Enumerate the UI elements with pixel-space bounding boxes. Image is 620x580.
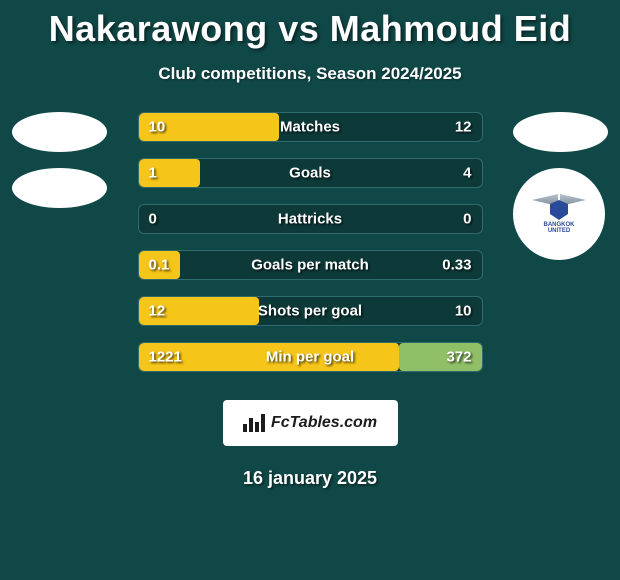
- stat-value-left: 10: [149, 119, 166, 136]
- player-avatar-placeholder: [513, 112, 608, 152]
- stat-label: Goals per match: [251, 257, 369, 274]
- stat-value-right: 12: [455, 119, 472, 136]
- stat-row: 12 Shots per goal 10: [138, 296, 483, 326]
- stat-row: 10 Matches 12: [138, 112, 483, 142]
- stat-label: Hattricks: [278, 211, 342, 228]
- bars-icon: [243, 414, 265, 432]
- stat-value-right: 4: [463, 165, 471, 182]
- stat-value-left: 12: [149, 303, 166, 320]
- stat-row: 0 Hattricks 0: [138, 204, 483, 234]
- stat-row: 1221 Min per goal 372: [138, 342, 483, 372]
- stat-value-right: 0: [463, 211, 471, 228]
- credit-box: FcTables.com: [223, 400, 398, 446]
- credit-text: FcTables.com: [271, 414, 377, 432]
- stat-value-left: 0.1: [149, 257, 170, 274]
- player-avatar-placeholder: [12, 112, 107, 152]
- stat-value-right: 372: [446, 349, 471, 366]
- badge-shield-icon: [550, 200, 568, 220]
- page-subtitle: Club competitions, Season 2024/2025: [0, 64, 620, 84]
- stat-label: Matches: [280, 119, 340, 136]
- stat-value-left: 1: [149, 165, 157, 182]
- stat-row: 1 Goals 4: [138, 158, 483, 188]
- stats-bars: 10 Matches 12 1 Goals 4 0 Hattricks 0 0.1 Goals pe…: [138, 112, 483, 372]
- player-avatar-placeholder: [12, 168, 107, 208]
- comparison-content: BANGKOKUNITED 10 Matches 12 1 Goals 4 0 Hattric…: [0, 112, 620, 372]
- stat-label: Goals: [289, 165, 331, 182]
- right-player-column: BANGKOKUNITED: [513, 112, 608, 260]
- stat-value-left: 1221: [149, 349, 182, 366]
- badge-text: BANGKOKUNITED: [544, 222, 575, 234]
- club-badge-bangkok-united: BANGKOKUNITED: [513, 168, 605, 260]
- stat-row: 0.1 Goals per match 0.33: [138, 250, 483, 280]
- stat-value-right: 10: [455, 303, 472, 320]
- stat-value-right: 0.33: [442, 257, 471, 274]
- page-title: Nakarawong vs Mahmoud Eid: [0, 0, 620, 50]
- left-player-column: [12, 112, 107, 224]
- stat-label: Min per goal: [266, 349, 354, 366]
- stat-value-left: 0: [149, 211, 157, 228]
- generation-date: 16 january 2025: [0, 468, 620, 489]
- stat-label: Shots per goal: [258, 303, 362, 320]
